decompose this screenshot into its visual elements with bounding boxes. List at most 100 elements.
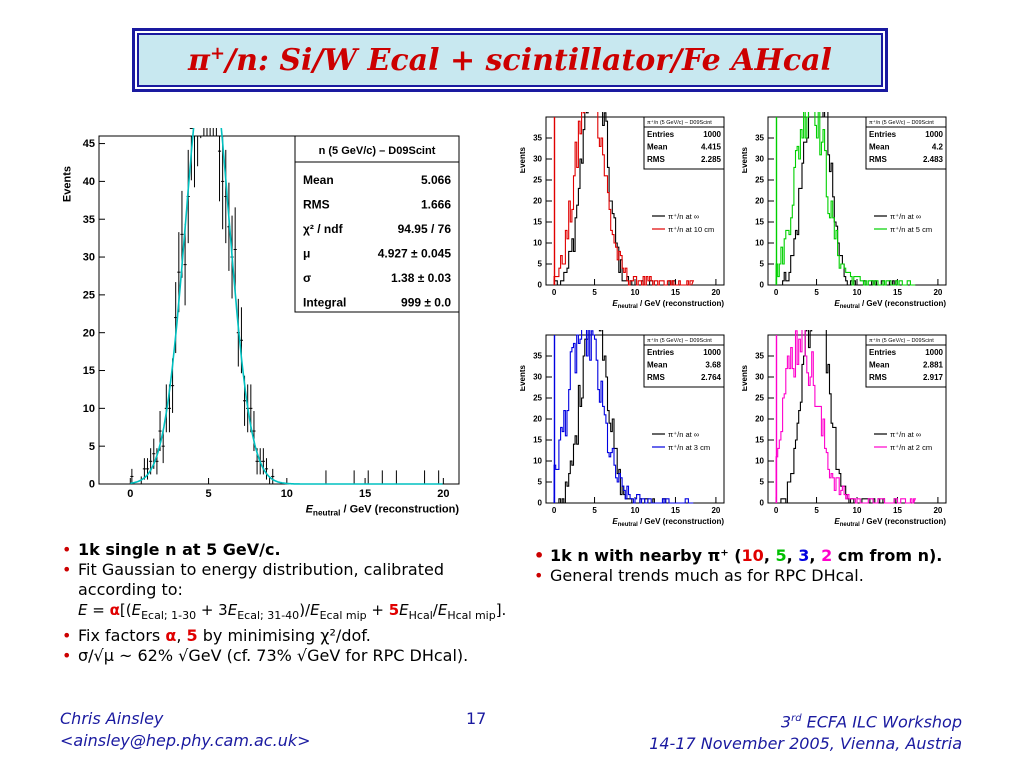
stats-value: 4.927 ± 0.045	[378, 247, 452, 261]
stats-label: Entries	[647, 130, 675, 139]
x-tick-label: 10	[281, 488, 293, 500]
bullet-single-n-text: 1k single n at 5 GeV/c.	[78, 540, 281, 559]
histogram-series	[775, 330, 917, 504]
y-tick-label: 10	[83, 403, 95, 415]
x-axis-label-rest: / GeV (reconstruction)	[860, 299, 947, 308]
footer-workshop: 3rd ECFA ILC Workshop 14-17 November 200…	[649, 708, 962, 755]
stats-title: π⁺/n (5 GeV/c) – D09Scint	[647, 337, 712, 344]
stats-label: Mean	[647, 143, 668, 152]
y-tick-label: 25	[755, 176, 764, 185]
y-axis-label: Events	[61, 166, 73, 202]
x-tick-label: 10	[631, 506, 640, 515]
x-tick-label: 0	[552, 506, 557, 515]
x-tick-label: 0	[127, 488, 133, 500]
histogram-3cm: 0 5 10 15 20 0 5 10 15 20 25 30 35 Events Eneutral / G…	[520, 330, 725, 526]
y-tick-label: 35	[755, 352, 764, 361]
stats-label: Mean	[647, 361, 668, 370]
stats-label: Entries	[647, 348, 675, 357]
x-tick-label: 20	[437, 488, 449, 500]
title-banner: π+/n: Si/W Ecal + scintillator/Fe AHcal	[132, 28, 888, 92]
x-tick-label: 10	[631, 288, 640, 297]
x-axis-label: Eneutral / GeV (reconstruction)	[306, 504, 460, 518]
y-tick-label: 25	[533, 394, 542, 403]
stats-value: 1.38 ± 0.03	[391, 271, 451, 285]
y-tick-label: 15	[83, 365, 95, 377]
y-tick-label: 10	[755, 239, 764, 248]
y-tick-label: 0	[760, 499, 765, 508]
stats-label: Entries	[869, 348, 897, 357]
stats-value: 2.483	[923, 155, 944, 164]
stats-value: 2.285	[701, 155, 722, 164]
x-tick-label: 0	[774, 506, 779, 515]
y-tick-label: 20	[755, 197, 764, 206]
y-tick-label: 5	[538, 478, 543, 487]
stats-value: 4.415	[701, 143, 722, 152]
x-axis-label: Eneutral / GeV (reconstruction)	[834, 299, 946, 308]
y-tick-label: 0	[538, 499, 543, 508]
stats-box	[643, 116, 725, 170]
author-email: <ainsley@hep.phy.cam.ac.uk>	[60, 731, 311, 750]
stats-value: 1.666	[421, 198, 451, 212]
title-pi: π	[188, 42, 211, 78]
y-tick-label: 10	[533, 239, 542, 248]
x-axis-label-rest: / GeV (reconstruction)	[860, 517, 947, 526]
stats-label: Integral	[303, 296, 346, 310]
legend-label: π⁺/n at 10 cm	[668, 225, 714, 234]
stats-label: Mean	[869, 143, 890, 152]
x-tick-label: 5	[814, 506, 819, 515]
x-tick-label: 15	[671, 288, 680, 297]
stats-value: 1000	[703, 348, 721, 357]
y-axis-label: Events	[520, 146, 527, 173]
y-tick-label: 35	[533, 352, 542, 361]
legend-label: π⁺/n at ∞	[890, 430, 921, 439]
legend-label: π⁺/n at 5 cm	[890, 225, 932, 234]
x-tick-label: 10	[853, 506, 862, 515]
y-tick-label: 0	[538, 281, 543, 290]
y-tick-label: 5	[89, 441, 95, 453]
stats-title: n (5 GeV/c) – D09Scint	[319, 145, 436, 157]
bullet-nearby-pion: 1k n with nearby π⁺ (10, 5, 3, 2 cm from…	[530, 546, 1010, 566]
y-tick-label: 20	[533, 415, 542, 424]
histogram-series	[553, 330, 694, 504]
stats-label: RMS	[869, 373, 887, 382]
histogram-10cm: 0 5 10 15 20 0 5 10 15 20 25 30 35 Events Eneutral / G…	[520, 112, 725, 308]
y-tick-label: 20	[533, 197, 542, 206]
y-tick-label: 25	[755, 394, 764, 403]
stats-title: π⁺/n (5 GeV/c) – D09Scint	[647, 119, 712, 126]
x-axis-label-e: E	[306, 504, 314, 516]
stats-value: 5.066	[421, 173, 451, 187]
y-tick-label: 5	[760, 478, 765, 487]
x-tick-label: 5	[592, 506, 597, 515]
footer-author: Chris Ainsley <ainsley@hep.phy.cam.ac.uk…	[60, 708, 311, 752]
x-axis-label-rest: / GeV (reconstruction)	[638, 299, 725, 308]
stats-value: 999 ± 0.0	[401, 296, 451, 310]
x-tick-label: 20	[933, 288, 942, 297]
stats-title: π⁺/n (5 GeV/c) – D09Scint	[869, 119, 934, 126]
stats-label: Mean	[869, 361, 890, 370]
x-tick-label: 5	[592, 288, 597, 297]
y-tick-label: 45	[83, 138, 95, 150]
stats-value: 3.68	[705, 361, 721, 370]
x-axis-label-e: E	[834, 517, 840, 526]
x-tick-label: 5	[814, 288, 819, 297]
gaussian-fit-curve	[130, 128, 443, 485]
y-axis-label: Events	[742, 146, 749, 173]
stats-title: π⁺/n (5 GeV/c) – D09Scint	[869, 337, 934, 344]
x-axis-label-e: E	[834, 299, 840, 308]
histogram-series	[775, 112, 916, 286]
stats-value: 94.95 / 76	[398, 222, 452, 236]
y-tick-label: 5	[760, 260, 765, 269]
bullet-resolution-text: σ/√μ ~ 62% √GeV (cf. 73% √GeV for RPC DH…	[78, 646, 469, 665]
bullet-general-trends-text: General trends much as for RPC DHcal.	[550, 566, 864, 585]
y-tick-label: 20	[755, 415, 764, 424]
x-axis-label-sub: neutral	[618, 304, 638, 308]
stats-label: RMS	[647, 373, 665, 382]
legend-label: π⁺/n at 2 cm	[890, 443, 932, 452]
stats-value: 1000	[703, 130, 721, 139]
x-tick-label: 10	[853, 288, 862, 297]
stats-label: RMS	[303, 198, 330, 212]
x-axis-label: Eneutral / GeV (reconstruction)	[612, 517, 724, 526]
stats-label: Mean	[303, 173, 334, 187]
legend-label: π⁺/n at ∞	[668, 430, 699, 439]
x-tick-label: 20	[711, 506, 720, 515]
